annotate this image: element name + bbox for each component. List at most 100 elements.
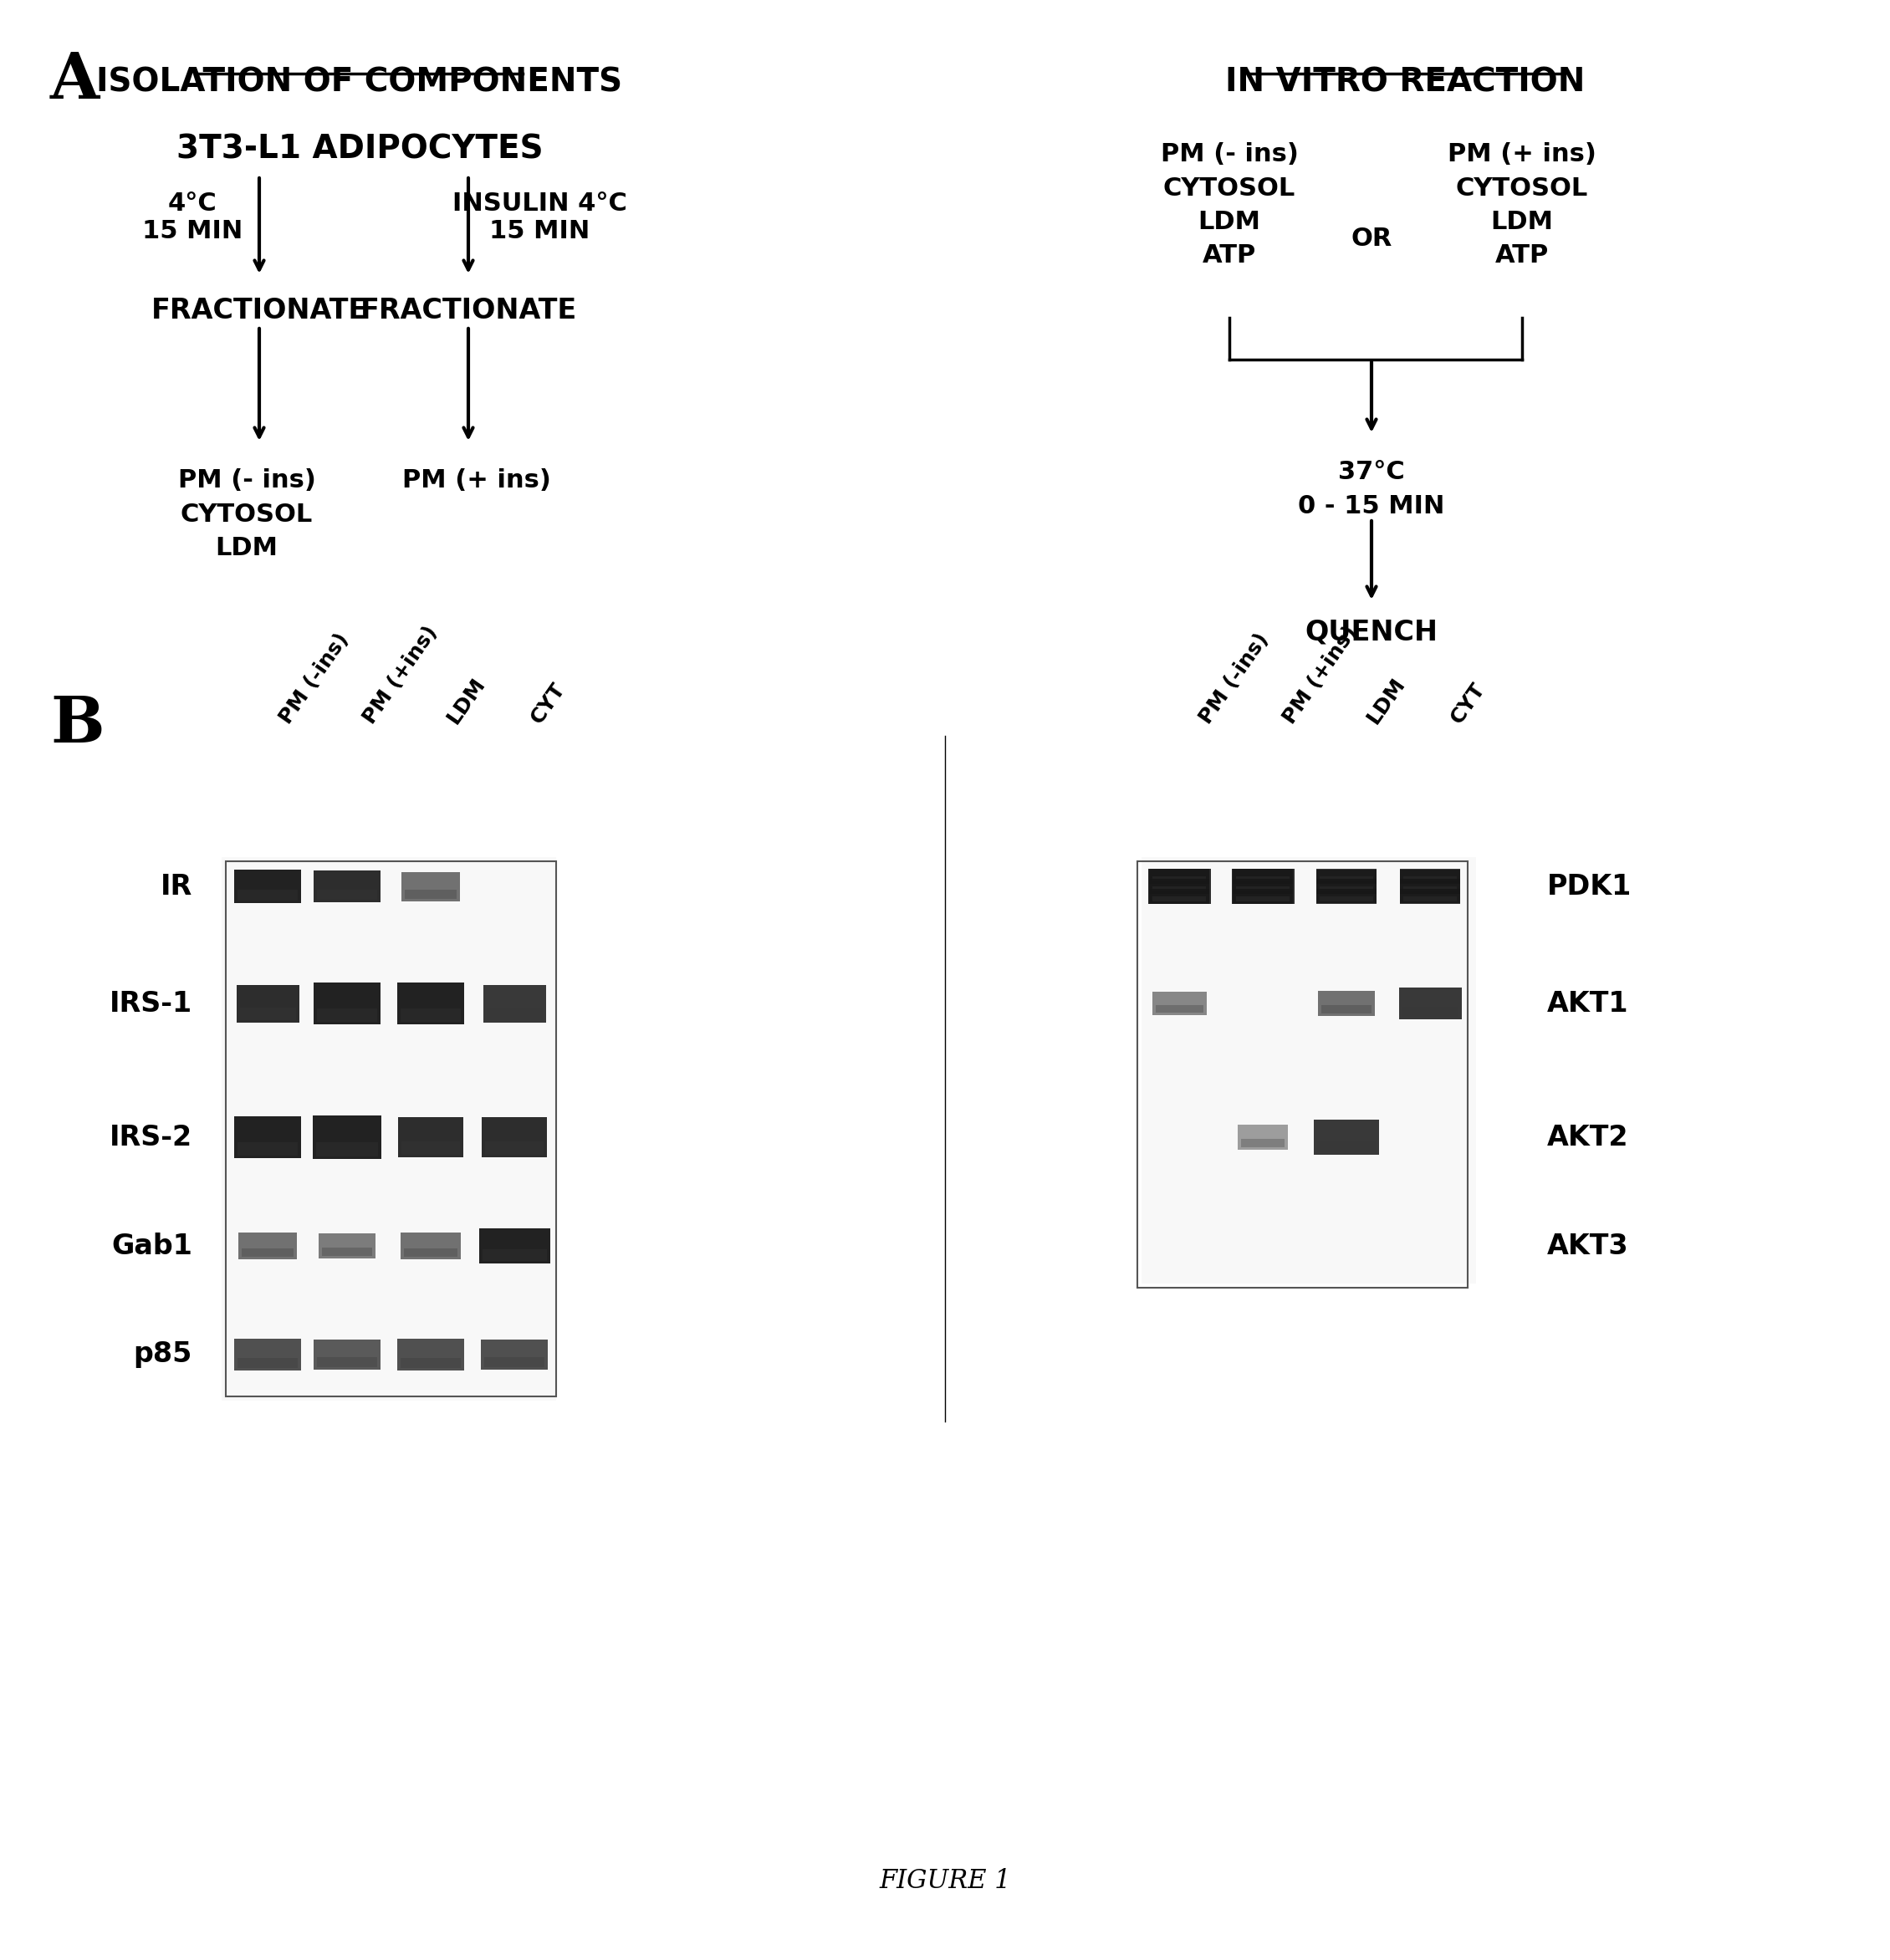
Bar: [401, 1233, 461, 1258]
Bar: [401, 1009, 461, 1021]
Bar: [1153, 876, 1206, 882]
Bar: [1153, 896, 1206, 902]
Bar: [1242, 1139, 1285, 1147]
Bar: [1232, 868, 1295, 904]
Bar: [1142, 857, 1476, 1284]
Bar: [1400, 878, 1461, 894]
Text: AKT1: AKT1: [1548, 990, 1629, 1017]
Bar: [1402, 886, 1457, 892]
Bar: [482, 1117, 546, 1156]
Bar: [1402, 876, 1457, 882]
Bar: [1236, 876, 1289, 882]
Bar: [482, 1249, 546, 1260]
Bar: [1315, 878, 1376, 894]
Bar: [1400, 868, 1461, 884]
Bar: [1400, 888, 1461, 904]
Text: PM (+ ins): PM (+ ins): [403, 468, 552, 492]
Text: A: A: [51, 51, 100, 112]
Text: LDM: LDM: [444, 674, 490, 727]
Text: PM (+ ins)
CYTOSOL
LDM
ATP: PM (+ ins) CYTOSOL LDM ATP: [1448, 143, 1597, 269]
Text: INSULIN 4°C
15 MIN: INSULIN 4°C 15 MIN: [452, 192, 627, 243]
Bar: [234, 870, 301, 904]
Bar: [1155, 1005, 1204, 1013]
Bar: [240, 1007, 295, 1019]
Text: PM (+ins): PM (+ins): [1280, 623, 1361, 727]
Bar: [404, 1249, 457, 1256]
Bar: [1319, 890, 1374, 900]
Text: OR: OR: [1351, 225, 1393, 251]
Text: B: B: [51, 694, 104, 757]
Bar: [238, 890, 299, 900]
Bar: [1236, 886, 1289, 892]
Bar: [401, 1141, 459, 1154]
Bar: [314, 982, 380, 1025]
Text: AKT2: AKT2: [1548, 1123, 1629, 1151]
Bar: [1232, 868, 1293, 884]
Bar: [1238, 1125, 1287, 1151]
Bar: [1234, 890, 1291, 902]
Bar: [1153, 886, 1206, 892]
Text: FRACTIONATE: FRACTIONATE: [151, 296, 369, 325]
Text: 4°C
15 MIN: 4°C 15 MIN: [142, 192, 242, 243]
Bar: [1149, 878, 1210, 894]
Bar: [1402, 890, 1457, 900]
Bar: [1149, 888, 1210, 904]
Bar: [1317, 992, 1374, 1015]
Text: PM (- ins)
CYTOSOL
LDM: PM (- ins) CYTOSOL LDM: [178, 468, 316, 561]
Bar: [316, 1143, 378, 1156]
Bar: [319, 1233, 376, 1258]
Text: PDK1: PDK1: [1548, 872, 1631, 900]
Bar: [238, 1358, 299, 1368]
Text: IRS-2: IRS-2: [110, 1123, 193, 1151]
Text: IN VITRO REACTION: IN VITRO REACTION: [1225, 67, 1586, 98]
Bar: [404, 890, 457, 898]
Text: Gab1: Gab1: [112, 1233, 193, 1260]
Bar: [1151, 890, 1208, 902]
Bar: [1153, 992, 1206, 1015]
Bar: [1402, 896, 1457, 902]
Bar: [1315, 868, 1376, 884]
Bar: [318, 890, 378, 900]
Bar: [399, 1117, 463, 1156]
Bar: [397, 1339, 465, 1370]
Bar: [478, 1229, 550, 1264]
Bar: [234, 1117, 301, 1158]
Bar: [321, 1249, 372, 1256]
Bar: [312, 1115, 382, 1158]
Bar: [1147, 868, 1210, 904]
Bar: [221, 857, 556, 1401]
Bar: [484, 984, 546, 1023]
Text: CYT: CYT: [1446, 680, 1489, 727]
Bar: [484, 1356, 544, 1368]
Text: AKT3: AKT3: [1548, 1233, 1629, 1260]
Text: LDM: LDM: [1363, 674, 1408, 727]
Bar: [1149, 868, 1210, 884]
Bar: [314, 1339, 380, 1370]
Text: 3T3-L1 ADIPOCYTES: 3T3-L1 ADIPOCYTES: [176, 133, 542, 165]
Bar: [1321, 1005, 1372, 1013]
Text: p85: p85: [134, 1341, 193, 1368]
Bar: [318, 1009, 378, 1021]
Bar: [486, 1007, 542, 1019]
Bar: [480, 1339, 548, 1370]
Text: FIGURE 1: FIGURE 1: [879, 1868, 1011, 1895]
Bar: [1315, 870, 1376, 904]
Bar: [1314, 1119, 1380, 1154]
Bar: [238, 1143, 299, 1156]
Bar: [401, 872, 459, 902]
Bar: [1232, 878, 1293, 894]
Bar: [1315, 888, 1376, 904]
Bar: [1319, 876, 1374, 882]
Bar: [1236, 896, 1289, 902]
Text: QUENCH: QUENCH: [1304, 619, 1438, 647]
Text: 37°C
0 - 15 MIN: 37°C 0 - 15 MIN: [1298, 461, 1444, 517]
Bar: [242, 1249, 293, 1256]
Text: PM (+ins): PM (+ins): [359, 623, 442, 727]
Bar: [486, 1141, 544, 1154]
Text: IR: IR: [161, 872, 193, 900]
Bar: [1319, 896, 1374, 902]
Text: FRACTIONATE: FRACTIONATE: [359, 296, 576, 325]
Bar: [238, 1233, 297, 1258]
Text: PM (- ins)
CYTOSOL
LDM
ATP: PM (- ins) CYTOSOL LDM ATP: [1160, 143, 1298, 269]
Text: PM (-ins): PM (-ins): [1196, 629, 1272, 727]
